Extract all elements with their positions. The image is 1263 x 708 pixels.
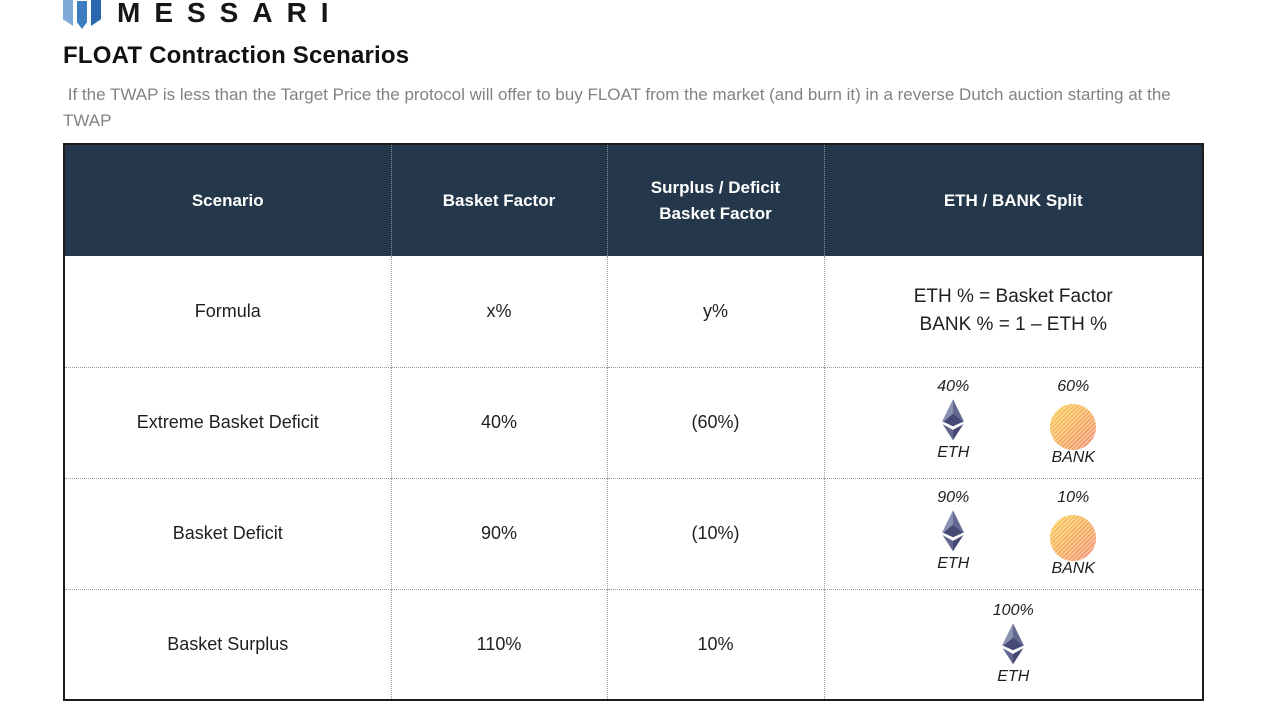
- bank-token-stack: 10% BANK: [1037, 489, 1109, 578]
- table-row-basket-surplus: Basket Surplus 110% 10% 100%: [64, 588, 1203, 700]
- table-row-basket-deficit: Basket Deficit 90% (10%) 90%: [64, 477, 1203, 589]
- messari-wordmark: MESSARI: [117, 0, 343, 28]
- eth-percentage: 100%: [992, 602, 1034, 620]
- cell-basket-factor: 90%: [391, 477, 608, 589]
- table-row-formula: Formula x% y% ETH % = Basket Factor BANK…: [64, 256, 1203, 367]
- cell-scenario: Extreme Basket Deficit: [64, 366, 392, 478]
- eth-icon: [942, 510, 965, 552]
- cell-surplus-deficit: (60%): [607, 366, 825, 478]
- bank-label: BANK: [1051, 449, 1096, 466]
- cell-split-formula: ETH % = Basket Factor BANK % = 1 – ETH %: [824, 256, 1203, 367]
- formula-line-eth: ETH % = Basket Factor: [913, 286, 1113, 308]
- formula-line-bank: BANK % = 1 – ETH %: [919, 314, 1107, 336]
- cell-scenario: Formula: [64, 256, 392, 367]
- subtitle-text: If the TWAP is less than the Target Pric…: [63, 85, 1176, 130]
- bank-icon: [1050, 404, 1097, 450]
- cell-scenario: Basket Deficit: [64, 477, 392, 589]
- cell-surplus-deficit: (10%): [607, 477, 825, 589]
- cell-surplus-deficit: y%: [607, 256, 825, 367]
- cell-scenario: Basket Surplus: [64, 588, 392, 700]
- eth-icon: [1002, 623, 1025, 665]
- eth-token-stack: 90% ETH: [917, 489, 989, 573]
- cell-basket-factor: 110%: [391, 588, 608, 700]
- eth-label: ETH: [997, 668, 1030, 686]
- bank-percentage: 10%: [1057, 489, 1090, 506]
- bank-percentage: 60%: [1057, 378, 1090, 395]
- cell-split: 40% ETH 60%: [824, 366, 1203, 478]
- cell-basket-factor: 40%: [391, 366, 608, 478]
- messari-logo-icon: [63, 0, 101, 29]
- header-eth-bank-split: ETH / BANK Split: [824, 144, 1203, 256]
- cell-surplus-deficit: 10%: [607, 588, 825, 700]
- logo-bar-mid: [77, 1, 87, 29]
- header-scenario: Scenario: [64, 144, 392, 256]
- scenarios-table: Scenario Basket Factor Surplus / Deficit…: [63, 143, 1204, 701]
- eth-label: ETH: [937, 555, 970, 572]
- eth-icon: [942, 399, 965, 441]
- header-surplus-deficit: Surplus / Deficit Basket Factor: [607, 144, 825, 256]
- brand-header: MESSARI: [63, 0, 343, 29]
- table-row-extreme-basket-deficit: Extreme Basket Deficit 40% (60%) 40%: [64, 366, 1203, 478]
- logo-bar-light: [63, 0, 73, 26]
- eth-percentage: 90%: [937, 489, 970, 506]
- eth-percentage: 40%: [937, 378, 970, 395]
- bank-icon: [1050, 515, 1097, 561]
- table-header-row: Scenario Basket Factor Surplus / Deficit…: [64, 144, 1203, 256]
- eth-token-stack: 100% ETH: [977, 602, 1049, 686]
- eth-token-stack: 40% ETH: [917, 378, 989, 462]
- header-basket-factor: Basket Factor: [391, 144, 608, 256]
- cell-split: 90% ETH 10%: [824, 477, 1203, 589]
- cell-split: 100% ETH: [824, 588, 1203, 700]
- bank-token-stack: 60% BANK: [1037, 378, 1109, 467]
- page-title: FLOAT Contraction Scenarios: [63, 42, 410, 69]
- bank-label: BANK: [1051, 560, 1096, 577]
- cell-basket-factor: x%: [391, 256, 608, 367]
- logo-bar-dark: [91, 0, 101, 26]
- eth-label: ETH: [937, 444, 970, 461]
